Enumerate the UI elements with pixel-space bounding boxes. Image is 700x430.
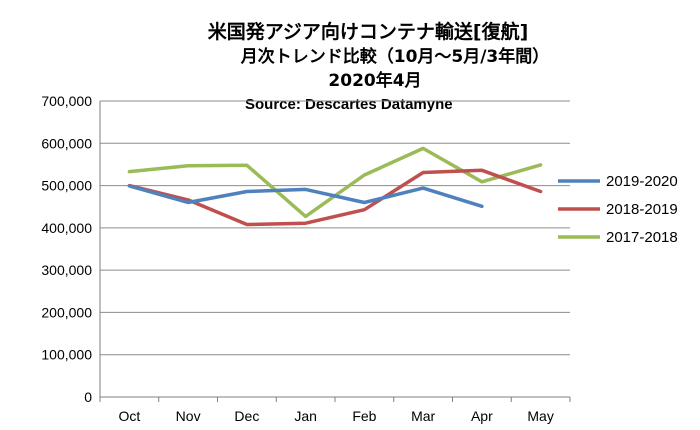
legend-label: 2017-2018	[606, 229, 678, 246]
y-tick-label: 600,000	[41, 135, 92, 151]
y-axis-ticks: 0 100,000 200,000 300,000 400,000 500,000 600,…	[41, 93, 92, 405]
chart-subtitle: 月次トレンド比較（10月～5月/3年間）	[240, 46, 550, 67]
series-lines	[127, 146, 543, 227]
chart-title: 米国発アジア向けコンテナ輸送[復航]	[208, 20, 529, 43]
y-tick-label: 400,000	[41, 220, 92, 236]
series-line-2018-2019	[127, 168, 543, 227]
x-tick-label: Oct	[118, 408, 140, 424]
y-tick-label: 300,000	[41, 262, 92, 278]
chart-date: 2020年4月	[328, 70, 421, 91]
y-tick-label: 700,000	[41, 93, 92, 109]
legend-label: 2019-2020	[606, 173, 678, 190]
legend: 2019-2020 2018-2019 2017-2018	[558, 173, 678, 246]
legend-label: 2018-2019	[606, 201, 678, 218]
x-tick-label: Jan	[294, 408, 317, 424]
x-tick-label: Feb	[352, 408, 376, 424]
x-tick-label: May	[527, 408, 553, 424]
y-tick-label: 200,000	[41, 304, 92, 320]
y-tick-label: 500,000	[41, 178, 92, 194]
x-tick-label: Apr	[471, 408, 493, 424]
y-tick-label: 100,000	[41, 347, 92, 363]
x-tick-label: Nov	[176, 408, 201, 424]
x-axis-ticks: Oct Nov Dec Jan Feb Mar Apr May	[99, 397, 571, 424]
chart-source: Source: Descartes Datamyne	[245, 96, 453, 113]
grid	[100, 100, 570, 356]
series-line-2019-2020	[127, 184, 484, 209]
axes	[99, 101, 570, 398]
x-tick-label: Dec	[234, 408, 259, 424]
x-tick-label: Mar	[411, 408, 435, 424]
y-tick-label: 0	[84, 389, 92, 405]
